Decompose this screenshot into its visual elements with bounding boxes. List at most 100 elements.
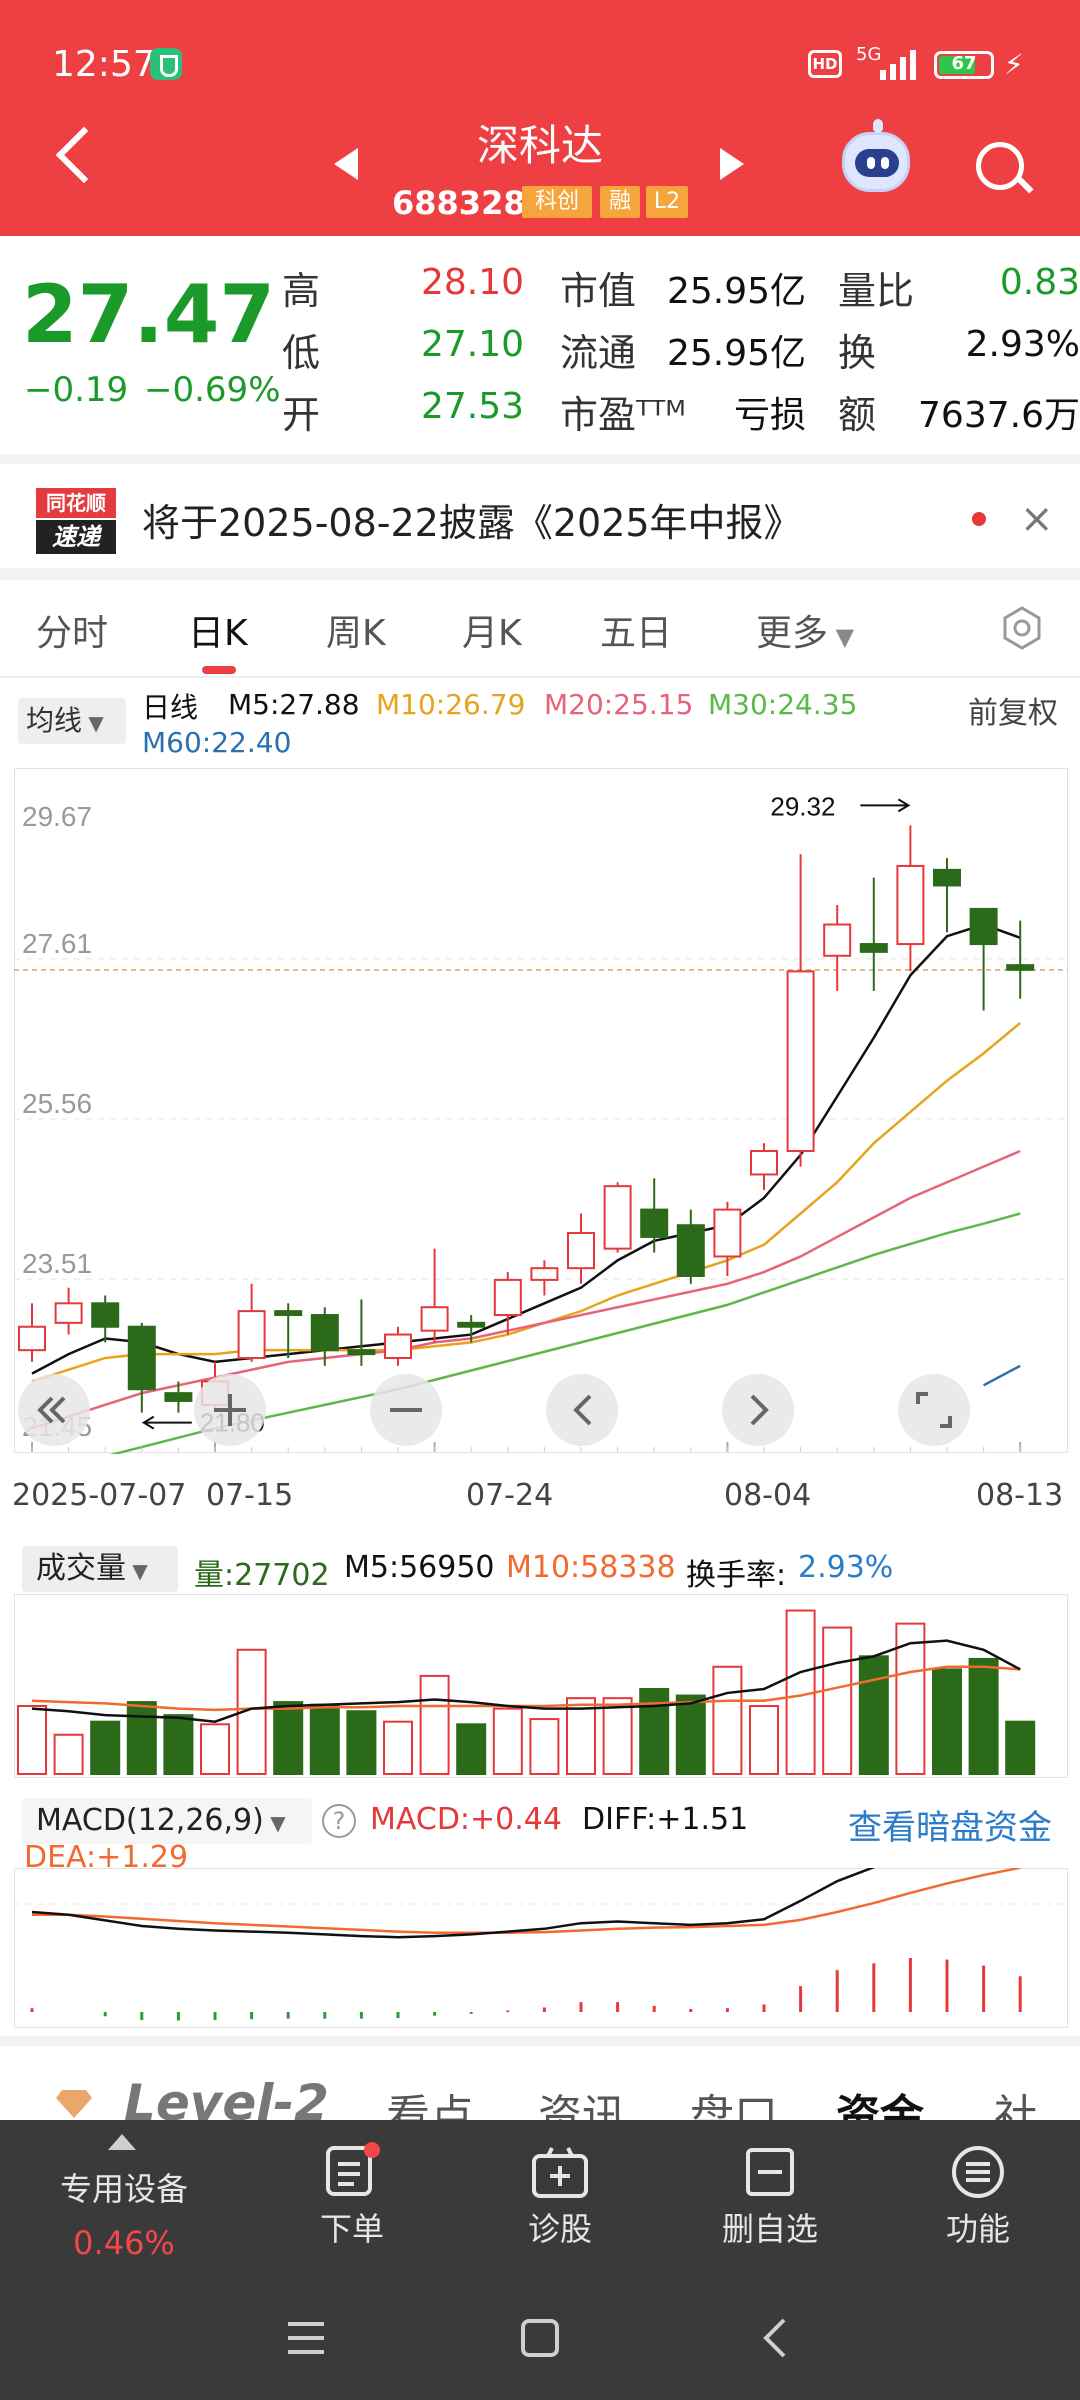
prev-stock-icon[interactable] [334,148,358,180]
volume-bar [163,1714,194,1775]
volume-bar [200,1723,230,1775]
volume-bar [273,1701,304,1775]
volume-bar [858,1655,889,1775]
battery-level: 67 [951,53,977,74]
expand-up-icon[interactable] [108,2134,136,2150]
macd-indicator-dropdown[interactable]: MACD(12,26,9) ▼ [22,1798,312,1844]
back-nav-icon[interactable] [760,2318,790,2358]
toolbar-function[interactable]: 功能 [945,2210,1010,2248]
chart-frame [14,768,1068,1453]
ma-line-m30 [109,1212,1021,1454]
label-turnover: 换 [838,331,877,375]
volume-bar [675,1694,706,1775]
back-icon[interactable] [55,126,113,184]
tab-weekly-k[interactable]: 周K [326,613,386,654]
tab-daily-k[interactable]: 日K [188,613,248,654]
volume-bar [419,1674,450,1775]
tag-star-market: 科创 [522,186,592,218]
price-change: −0.19 [24,370,129,410]
y-tick-label: 25.56 [22,1088,92,1119]
dark-pool-link[interactable]: 查看暗盘资金 [848,1808,1052,1848]
candle-body [969,907,998,946]
ma-line-m10 [31,1021,1021,1383]
value-market-cap: 25.95亿 [666,271,806,312]
home-icon[interactable] [520,2318,560,2358]
candle-body [823,923,852,957]
remove-watchlist-icon[interactable] [744,2146,796,2198]
turnover-rate: 2.93% [798,1550,894,1585]
notice-text[interactable]: 将于2025-08-22披露《2025年中报》 [142,501,802,545]
volume-bar [602,1697,633,1775]
zoom-all-icon[interactable] [18,1374,90,1446]
security-shield-icon [150,48,182,80]
candle-body [493,1278,522,1317]
candle-body [567,1232,595,1270]
diagnose-icon[interactable] [530,2146,590,2198]
candle-body [164,1392,193,1402]
close-icon[interactable]: × [1020,496,1054,542]
device-label[interactable]: 专用设备 [59,2170,188,2208]
tab-more[interactable]: 更多 ▼ [756,613,855,654]
toolbar-order[interactable]: 下单 [319,2210,384,2248]
last-price: 27.47 [22,268,276,361]
next-stock-icon[interactable] [720,148,744,180]
label-open: 开 [282,393,321,437]
tab-intraday[interactable]: 分时 [36,613,109,654]
fullscreen-icon[interactable] [898,1374,970,1446]
zoom-out-icon[interactable] [370,1374,442,1446]
volume-value: 量:27702 [194,1558,330,1593]
network-type: 5G [856,44,882,65]
robot-assistant-icon[interactable] [842,119,910,192]
diff-line [31,1868,876,1939]
diff-value: DIFF:+1.51 [582,1802,749,1837]
volume-indicator-dropdown[interactable]: 成交量 ▼ [22,1546,178,1592]
candle-body [933,868,961,887]
candle-body [237,1310,266,1359]
toolbar-diagnose[interactable]: 诊股 [527,2210,592,2248]
recent-apps-icon[interactable] [286,2320,326,2356]
settings-icon[interactable] [1000,606,1044,650]
label-low: 低 [282,331,321,375]
search-icon[interactable] [976,142,1024,190]
volume-frame [14,1594,1068,1778]
candle-body [18,1325,46,1352]
bottom-toolbar: 专用设备 0.46% 下单 诊股 删自选 功能 [0,2120,1080,2400]
tag-level2: L2 [646,186,688,218]
volume-bar [346,1710,377,1775]
label-volume-ratio: 量比 [838,269,915,313]
ma-dropdown[interactable]: 均线 ▼ [18,698,126,744]
value-float-cap: 25.95亿 [666,333,806,374]
scroll-left-icon[interactable] [546,1374,618,1446]
header-bar: 12:57 HD 5G 67 ⚡ 深科达 688328 科创 融 L2 [0,0,1080,236]
candle-body [859,943,888,953]
ma10-value: M10:26.79 [376,688,526,721]
stock-code: 688328 [392,184,526,222]
candle-body [384,1333,412,1359]
candle-body [457,1321,486,1328]
macd-chart[interactable] [14,1868,1068,2028]
candle-body [127,1325,156,1391]
help-icon[interactable]: ? [322,1804,356,1838]
max-price-label: 29.32 [770,791,835,821]
ma20-value: M20:25.15 [544,688,694,721]
date-label: 08-13 [976,1478,1064,1513]
order-icon[interactable] [324,2142,382,2198]
tab-five-day[interactable]: 五日 [600,613,673,654]
volume-bar [126,1701,157,1775]
scroll-right-icon[interactable] [722,1374,794,1446]
candle-body [603,1185,632,1250]
menu-icon[interactable] [950,2144,1006,2200]
volume-bar [712,1665,743,1775]
volume-bar [822,1626,853,1775]
adjust-mode[interactable]: 前复权 [968,696,1058,731]
volume-m10: M10:58338 [506,1550,676,1585]
diamond-icon [56,2090,92,2118]
volume-chart[interactable] [14,1594,1068,1778]
date-label: 08-04 [724,1478,812,1513]
zoom-in-icon[interactable] [194,1374,266,1446]
label-high: 高 [282,269,321,313]
volume-bar [456,1723,487,1775]
toolbar-remove-watchlist[interactable]: 删自选 [721,2210,818,2248]
tab-monthly-k[interactable]: 月K [462,613,522,654]
